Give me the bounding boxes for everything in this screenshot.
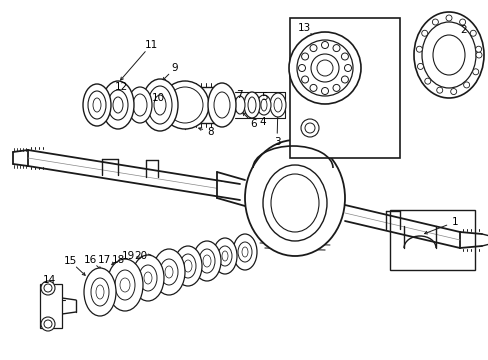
Ellipse shape [83, 84, 111, 126]
Circle shape [332, 45, 339, 51]
Text: 11: 11 [144, 40, 157, 50]
Ellipse shape [102, 81, 134, 129]
Circle shape [415, 46, 422, 52]
Ellipse shape [142, 79, 178, 131]
Ellipse shape [238, 242, 251, 262]
Ellipse shape [296, 40, 352, 96]
Text: 4: 4 [259, 117, 266, 127]
Circle shape [41, 317, 55, 331]
Ellipse shape [84, 268, 116, 316]
Circle shape [472, 69, 478, 75]
Text: 10: 10 [151, 93, 164, 103]
Text: 14: 14 [42, 275, 56, 285]
Ellipse shape [108, 90, 128, 120]
Circle shape [309, 45, 316, 51]
Circle shape [445, 15, 451, 21]
Text: 19: 19 [121, 251, 134, 261]
Ellipse shape [244, 140, 345, 256]
Circle shape [301, 76, 308, 83]
Text: 12: 12 [114, 82, 127, 92]
Ellipse shape [213, 238, 237, 274]
Ellipse shape [421, 22, 475, 88]
Text: 8: 8 [207, 127, 214, 137]
Ellipse shape [107, 259, 142, 311]
Circle shape [321, 41, 328, 49]
Ellipse shape [161, 81, 208, 129]
Ellipse shape [174, 246, 202, 286]
Text: 13: 13 [297, 23, 310, 33]
Text: 15: 15 [63, 256, 77, 266]
Text: 3: 3 [273, 137, 280, 147]
Circle shape [475, 46, 481, 52]
Text: 17: 17 [97, 255, 110, 265]
Ellipse shape [128, 87, 152, 123]
Bar [389, 210, 474, 270]
Ellipse shape [88, 91, 106, 119]
Ellipse shape [257, 95, 270, 115]
Ellipse shape [413, 12, 483, 98]
Text: 6: 6 [250, 119, 257, 129]
Circle shape [309, 84, 316, 91]
Text: 18: 18 [111, 255, 124, 265]
Circle shape [341, 53, 348, 60]
Circle shape [341, 76, 348, 83]
Circle shape [463, 82, 468, 88]
Ellipse shape [180, 254, 196, 278]
Ellipse shape [148, 86, 172, 124]
Circle shape [475, 52, 481, 58]
Ellipse shape [269, 93, 285, 117]
Ellipse shape [132, 255, 163, 301]
Ellipse shape [91, 278, 109, 306]
Ellipse shape [288, 32, 360, 104]
Circle shape [436, 87, 442, 93]
Circle shape [298, 64, 305, 72]
Circle shape [301, 53, 308, 60]
Ellipse shape [232, 234, 257, 270]
Bar [40, 284, 62, 328]
Circle shape [459, 19, 465, 25]
Circle shape [344, 64, 351, 72]
Text: 7: 7 [235, 90, 242, 100]
Text: 16: 16 [83, 255, 97, 265]
Circle shape [41, 281, 55, 295]
Ellipse shape [301, 119, 318, 137]
Ellipse shape [244, 92, 260, 118]
Circle shape [469, 30, 475, 36]
Text: 5: 5 [261, 92, 268, 102]
Ellipse shape [115, 270, 135, 300]
Ellipse shape [193, 241, 221, 281]
Ellipse shape [263, 165, 326, 241]
Ellipse shape [139, 265, 157, 291]
Ellipse shape [207, 83, 236, 127]
Ellipse shape [235, 96, 244, 114]
Circle shape [450, 89, 456, 95]
Circle shape [431, 19, 437, 25]
Text: 20: 20 [134, 251, 147, 261]
Ellipse shape [199, 249, 215, 273]
Ellipse shape [160, 259, 178, 285]
Circle shape [321, 87, 328, 94]
Text: 9: 9 [171, 63, 178, 73]
Circle shape [417, 63, 423, 69]
Circle shape [421, 30, 427, 36]
Ellipse shape [153, 249, 184, 295]
Text: 2: 2 [460, 25, 467, 35]
Ellipse shape [167, 87, 203, 123]
Circle shape [332, 84, 339, 91]
Text: 1: 1 [451, 217, 457, 227]
Circle shape [424, 78, 430, 84]
Bar [289, 18, 399, 158]
Ellipse shape [218, 246, 231, 266]
